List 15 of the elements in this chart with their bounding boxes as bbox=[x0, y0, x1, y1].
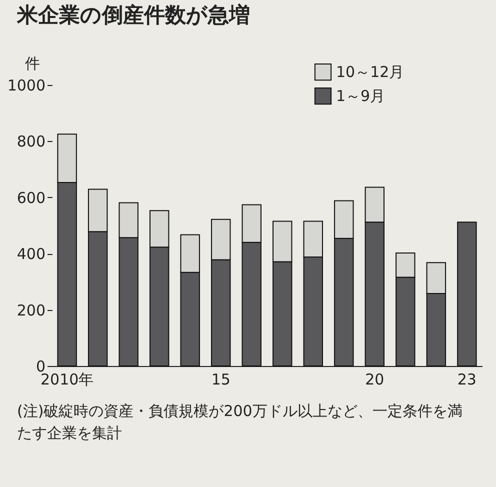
text: (注)破綻時の資産・負債規模が200万ドル以上など、一定条件を満たす企業を集計 bbox=[17, 401, 464, 444]
x-tick-label: 15 bbox=[211, 370, 230, 388]
y-tick-label: 400 bbox=[16, 245, 46, 264]
x-tick-label: 23 bbox=[457, 370, 476, 388]
y-tick-label: 600 bbox=[16, 188, 46, 207]
y-tick-label: 200 bbox=[16, 301, 46, 320]
bar bbox=[457, 222, 477, 366]
legend-label: 10～12月 bbox=[336, 63, 404, 81]
x-tick-label: 2010年 bbox=[40, 370, 94, 388]
y-axis-title: 件 bbox=[25, 54, 40, 72]
chart-title: 米企業の倒産件数が急増 bbox=[16, 3, 250, 27]
x-tick-label: 20 bbox=[365, 370, 384, 388]
y-tick-label: 800 bbox=[16, 132, 46, 151]
legend-label: 1～9月 bbox=[336, 87, 386, 105]
y-tick-label: 1000 bbox=[7, 76, 46, 94]
